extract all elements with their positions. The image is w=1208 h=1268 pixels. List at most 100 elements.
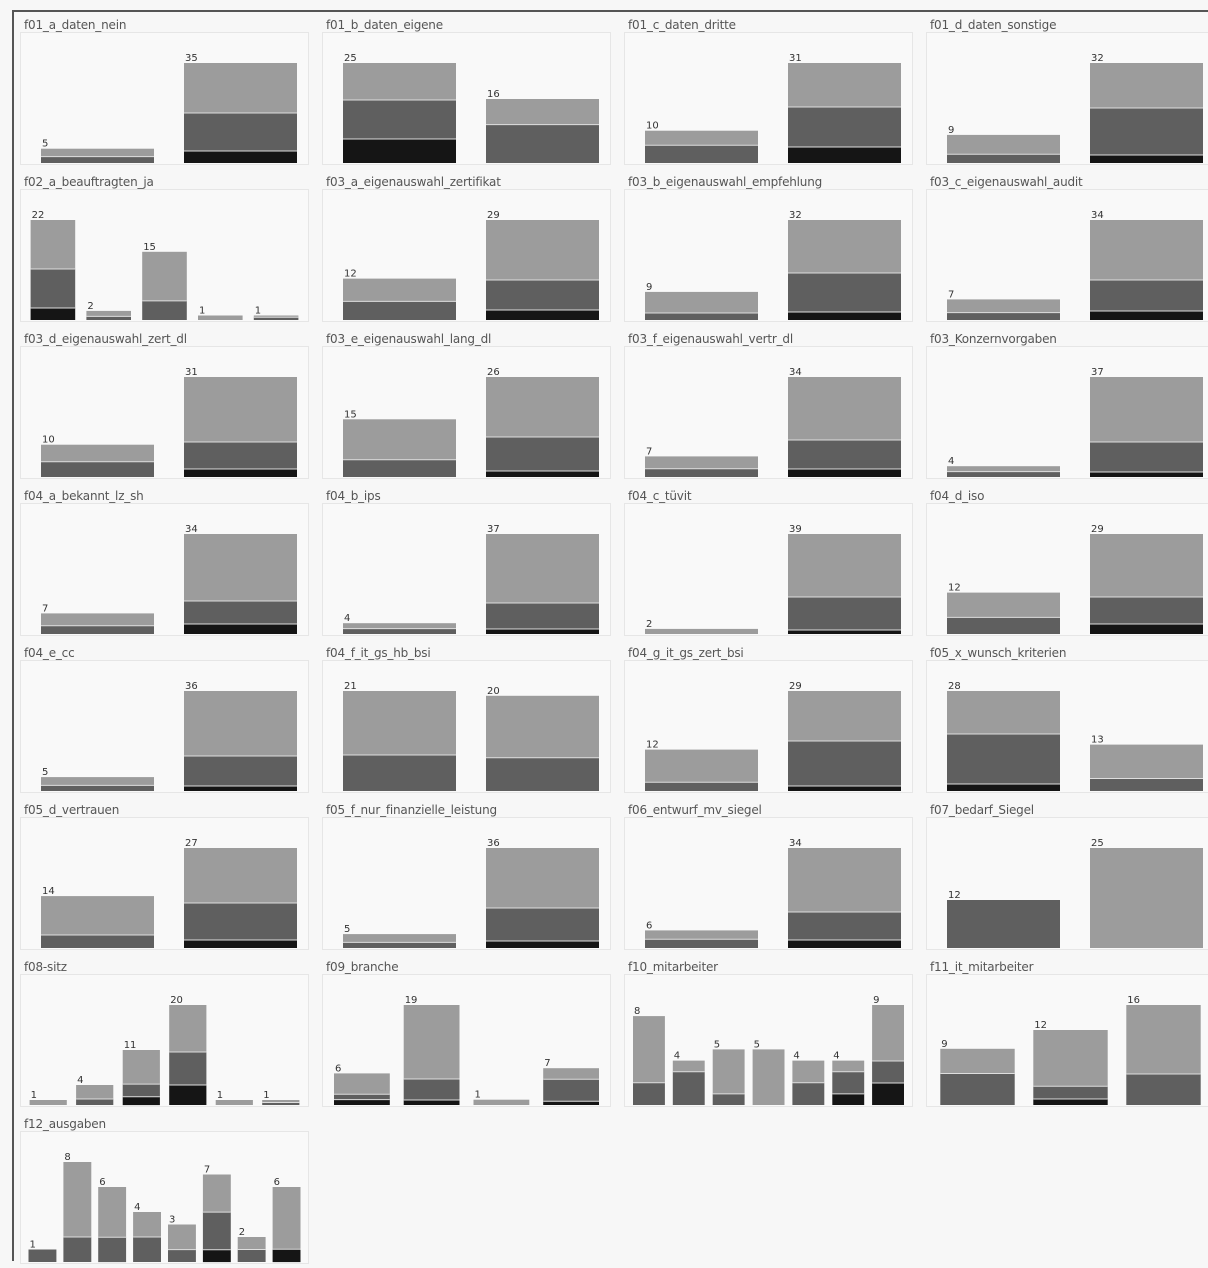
bar-segment	[1090, 280, 1203, 311]
chart-panel: f04_e_cc 5 36	[14, 640, 313, 797]
bar-value-label: 5	[42, 139, 48, 150]
bar-chart: 25 16	[343, 53, 599, 163]
bar-chart: 10 31	[645, 53, 901, 163]
bar-segment	[343, 459, 456, 477]
chart-panel: f07_bedarf_Siegel 12 25	[920, 797, 1208, 954]
bar-value-label: 4	[674, 1051, 680, 1062]
bar-chart: 4 37	[343, 524, 599, 634]
chart-plot-area: 28 13	[926, 660, 1208, 793]
bar-value-label: 13	[1091, 735, 1104, 746]
bar-segment	[486, 941, 599, 948]
bar-value-label: 4	[134, 1202, 140, 1213]
bar-value-label: 12	[948, 890, 961, 901]
bar-value-label: 6	[646, 920, 652, 931]
chart-title: f07_bedarf_Siegel	[930, 803, 1034, 817]
bar-segment	[202, 1212, 231, 1250]
bar-value-label: 37	[1091, 367, 1104, 378]
bar-value-label: 29	[789, 681, 802, 692]
bar-chart: 5 36	[41, 681, 297, 791]
bar-segment	[645, 468, 758, 477]
chart-title: f09_branche	[326, 960, 399, 974]
bar-value-label: 6	[335, 1063, 341, 1074]
bar-segment	[253, 317, 299, 320]
bar-segment	[788, 940, 901, 948]
bar-segment	[486, 280, 599, 310]
bar-segment	[184, 903, 297, 940]
bar-segment	[86, 316, 131, 320]
bar-chart: 21 20	[343, 681, 599, 791]
bar-segment	[645, 939, 758, 948]
bar-segment	[169, 1052, 207, 1085]
chart-plot-area: 4 37	[322, 503, 611, 636]
bar-segment	[41, 148, 154, 157]
bar-segment	[947, 617, 1060, 634]
chart-title: f03_a_eigenauswahl_zertifikat	[326, 175, 501, 189]
bar-segment	[122, 1050, 160, 1085]
bar-segment	[752, 1049, 785, 1105]
chart-title: f04_d_iso	[930, 489, 985, 503]
bar-segment	[788, 786, 901, 791]
bar-segment	[1090, 311, 1203, 320]
bar-value-label: 9	[646, 282, 652, 293]
bar-value-label: 29	[1091, 524, 1104, 535]
bar-segment	[184, 786, 297, 791]
bar-segment	[184, 113, 297, 151]
bar-segment	[486, 310, 599, 320]
bar-segment	[947, 312, 1060, 320]
bar-segment	[262, 1100, 300, 1103]
bar-segment	[543, 1101, 599, 1105]
bar-segment	[788, 107, 901, 147]
bar-segment	[41, 625, 154, 634]
chart-title: f04_g_it_gs_zert_bsi	[628, 646, 744, 660]
bar-segment	[486, 377, 599, 437]
bar-segment	[788, 377, 901, 440]
chart-panel: f04_d_iso 12 29	[920, 483, 1208, 640]
bar-segment	[63, 1237, 92, 1262]
chart-panel: f01_c_daten_dritte 10 31	[618, 12, 917, 169]
bar-segment	[1090, 220, 1203, 280]
bar-segment	[41, 777, 154, 786]
bar-segment	[486, 534, 599, 603]
bar-segment	[202, 1249, 231, 1263]
chart-title: f03_d_eigenauswahl_zert_dl	[24, 332, 187, 346]
bar-value-label: 35	[185, 53, 198, 64]
chart-title: f12_ausgaben	[24, 1117, 106, 1131]
bar-chart: 7 34	[41, 524, 297, 634]
chart-title: f01_b_daten_eigene	[326, 18, 443, 32]
bar-segment	[168, 1249, 196, 1262]
bar-value-label: 1	[475, 1090, 481, 1101]
chart-plot-area: 1 4 11 20 1 1	[20, 974, 309, 1107]
chart-title: f05_f_nur_finanzielle_leistung	[326, 803, 497, 817]
bar-segment	[98, 1187, 127, 1238]
bar-segment	[486, 471, 599, 477]
bar-segment	[343, 934, 456, 943]
chart-plot-area: 10 31	[20, 346, 309, 479]
chart-plot-area: 9 32	[624, 189, 913, 322]
bar-value-label: 34	[1091, 210, 1104, 221]
chart-panel: f03_Konzernvorgaben 4 37	[920, 326, 1208, 483]
bar-segment	[486, 695, 599, 758]
bar-segment	[788, 534, 901, 597]
chart-plot-area: 6 19 1 7	[322, 974, 611, 1107]
chart-panel: f01_b_daten_eigene 25 16	[316, 12, 615, 169]
chart-panel: f09_branche 6 19 1 7	[316, 954, 615, 1111]
bar-chart: 1 8 6 4 3 7 2 6	[28, 1152, 301, 1263]
bar-segment	[633, 1082, 665, 1105]
chart-panel: f04_c_tüvit 2 39	[618, 483, 917, 640]
bar-segment	[184, 151, 297, 163]
bar-value-label: 12	[1034, 1020, 1047, 1031]
bar-segment	[788, 848, 901, 912]
bar-segment	[486, 757, 599, 791]
bar-segment	[947, 154, 1060, 163]
chart-plot-area: 1 8 6 4 3 7 2 6	[20, 1131, 309, 1264]
bar-segment	[202, 1174, 231, 1213]
bar-segment	[198, 315, 243, 320]
bar-segment	[645, 628, 758, 634]
chart-title: f05_d_vertrauen	[24, 803, 120, 817]
bar-value-label: 4	[77, 1075, 83, 1086]
bar-chart: 6 34	[645, 838, 901, 948]
bar-chart: 6 19 1 7	[334, 995, 599, 1105]
chart-title: f04_e_cc	[24, 646, 75, 660]
bar-segment	[41, 785, 154, 791]
bar-segment	[792, 1060, 825, 1083]
